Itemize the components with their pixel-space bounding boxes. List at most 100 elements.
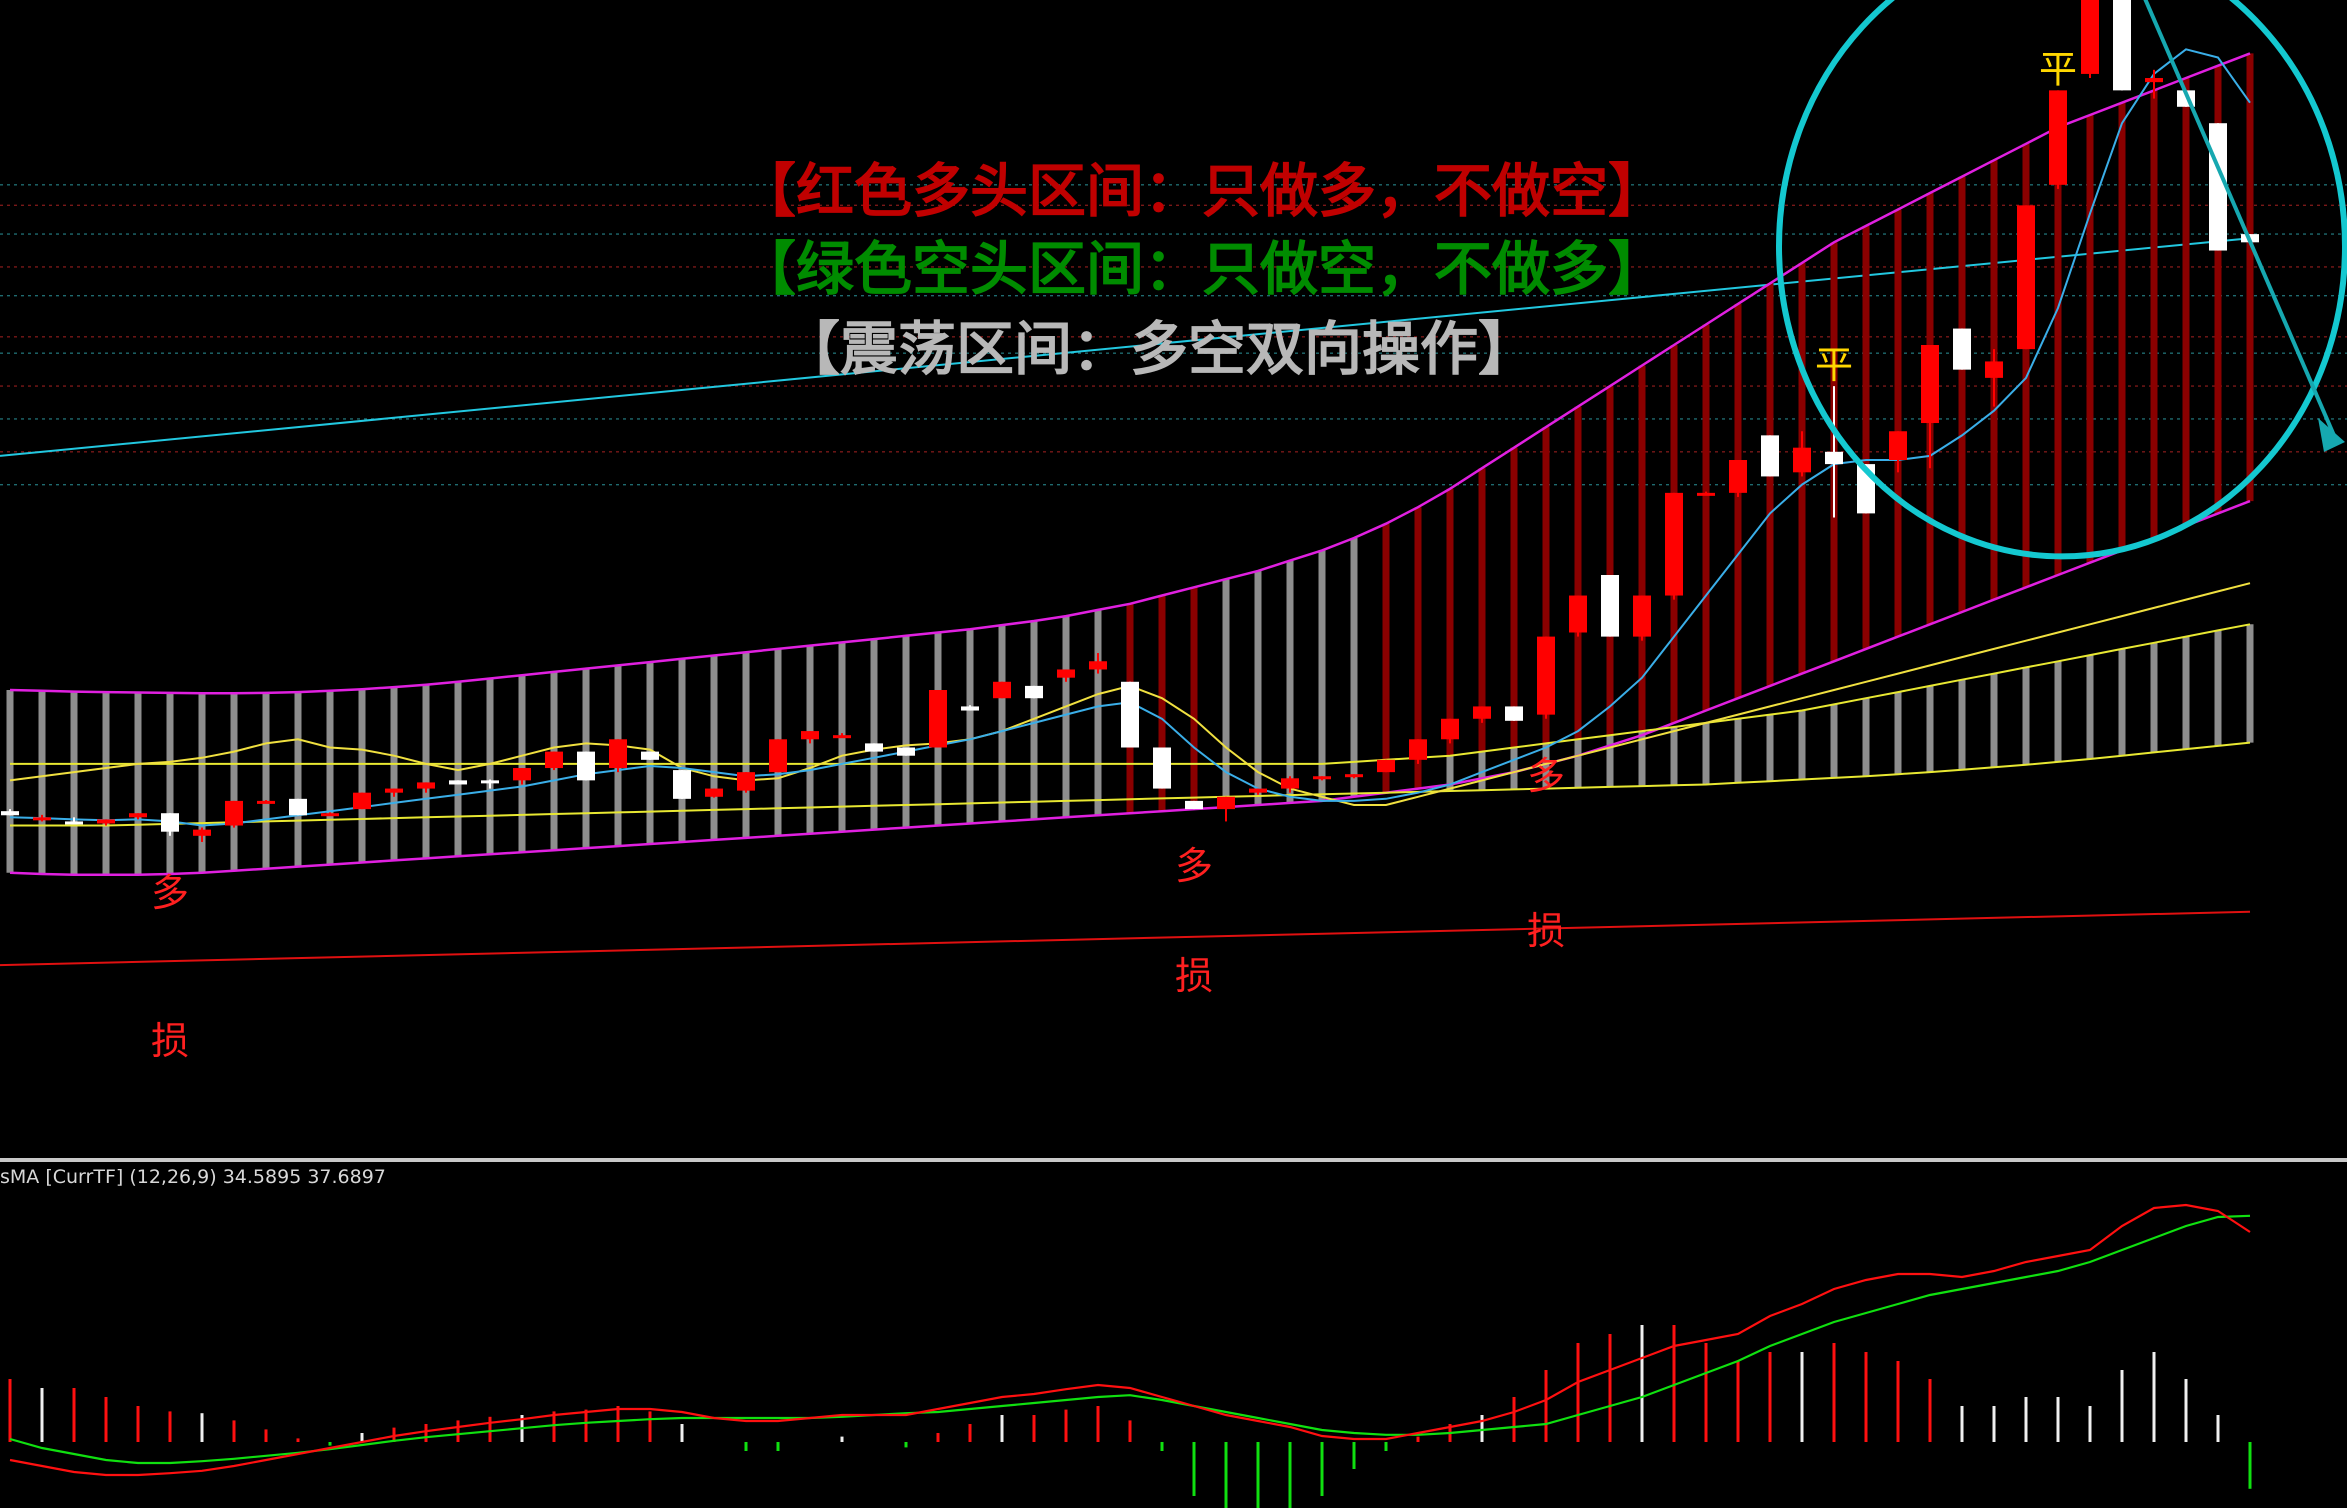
candle-body xyxy=(705,788,723,797)
candle-body xyxy=(833,735,851,739)
candle-body xyxy=(1281,778,1299,789)
channel-lower-line xyxy=(9,499,2251,877)
signal-stop-label: 损 xyxy=(1527,909,1565,953)
candle-body xyxy=(1953,328,1971,370)
candle-body xyxy=(1537,636,1555,715)
candle-body xyxy=(1889,431,1907,460)
candle-body xyxy=(65,821,83,825)
candle-body xyxy=(1569,595,1587,633)
pane-separator[interactable] xyxy=(0,1158,2347,1162)
candle-body xyxy=(897,747,915,756)
candle-body xyxy=(1601,575,1619,637)
candle-body xyxy=(961,706,979,711)
candle-body xyxy=(1057,669,1075,678)
trend-arrow-head xyxy=(2318,418,2345,452)
candle-body xyxy=(801,731,819,740)
channel-upper-line xyxy=(9,52,2251,695)
macd-slow-line xyxy=(9,1214,2251,1465)
candle-body xyxy=(417,782,435,789)
candle-body xyxy=(2145,78,2163,83)
signal-stop-label: 损 xyxy=(1175,954,1213,998)
candle-body xyxy=(609,739,627,769)
signal-exit-label: 平 xyxy=(1815,343,1853,387)
candle-body xyxy=(1313,776,1331,780)
channel-lines xyxy=(9,52,2251,877)
candle-body xyxy=(1825,451,1843,465)
candle-body xyxy=(1089,661,1107,670)
candle-body xyxy=(545,751,563,769)
bear-zone-legend: 【绿色空头区间：只做空，不做多】 xyxy=(738,235,1667,303)
candle-body xyxy=(1633,595,1651,637)
candle-body xyxy=(1121,681,1139,748)
candle-body xyxy=(769,739,787,773)
candle-body xyxy=(257,800,275,804)
candle-body xyxy=(321,813,339,817)
candle-body xyxy=(161,813,179,832)
candle-body xyxy=(193,829,211,836)
candle-body xyxy=(513,768,531,781)
range-zone-legend: 【震荡区间：多空双向操作】 xyxy=(782,315,1537,383)
candle-body xyxy=(1729,460,1747,493)
candle-body xyxy=(993,681,1011,699)
candle-body xyxy=(1793,447,1811,473)
candlesticks xyxy=(1,0,2259,842)
candle-body xyxy=(1921,345,1939,424)
candle-body xyxy=(1441,718,1459,740)
candle-body xyxy=(1025,685,1043,699)
candle-body xyxy=(1985,361,2003,378)
macd-histogram xyxy=(8,1325,2252,1508)
candle-body xyxy=(673,770,691,799)
base-ma-line xyxy=(0,910,2251,967)
highlight-circle xyxy=(1776,0,2347,560)
candle-body xyxy=(481,780,499,784)
candle-body xyxy=(2113,0,2131,91)
candle-body xyxy=(1,811,19,816)
candle-body xyxy=(225,800,243,826)
candle-body xyxy=(1249,788,1267,793)
yellow-lower-line xyxy=(10,741,2251,827)
candle-body xyxy=(1185,800,1203,810)
signal-long-label: 多 xyxy=(1175,844,1213,888)
candle-body xyxy=(353,792,371,810)
base-moving-average xyxy=(0,910,2251,967)
candle-body xyxy=(865,743,883,752)
candle-body xyxy=(385,788,403,793)
signal-stop-label: 损 xyxy=(151,1019,189,1063)
signal-long-label: 多 xyxy=(151,871,189,915)
candle-body xyxy=(449,780,467,785)
candle-body xyxy=(577,751,595,781)
candle-body xyxy=(1217,796,1235,810)
candle-body xyxy=(1473,706,1491,719)
macd-lines xyxy=(9,1203,2251,1477)
candle-body xyxy=(1377,759,1395,773)
candle-body xyxy=(33,817,51,821)
candle-body xyxy=(1665,492,1683,596)
candle-body xyxy=(929,690,947,748)
candle-body xyxy=(1345,774,1363,778)
candle-body xyxy=(1153,747,1171,789)
bull-zone-legend: 【红色多头区间：只做多，不做空】 xyxy=(738,157,1667,225)
candle-body xyxy=(289,798,307,816)
candle-body xyxy=(641,751,659,760)
candle-body xyxy=(2049,90,2067,185)
macd-fast-line xyxy=(9,1203,2251,1477)
indicator-label: sMA [CurrTF] (12,26,9) 34.5895 37.6897 xyxy=(0,1166,386,1188)
candle-body xyxy=(97,819,115,824)
candle-body xyxy=(1505,706,1523,721)
candle-body xyxy=(2081,0,2099,74)
candle-body xyxy=(1697,492,1715,496)
candle-body xyxy=(737,772,755,791)
macd-chart xyxy=(8,1203,2252,1508)
candle-body xyxy=(129,813,147,818)
yellow-upper-line xyxy=(10,623,2251,765)
candle-body xyxy=(1409,739,1427,760)
candle-body xyxy=(2017,205,2035,350)
signal-exit-label: 平 xyxy=(2039,47,2077,91)
long-ma-line xyxy=(0,237,2251,457)
highlight-annotation xyxy=(1776,0,2347,560)
trend-arrow-line xyxy=(2143,0,2338,441)
signal-long-label: 多 xyxy=(1527,754,1565,798)
candle-body xyxy=(1761,435,1779,477)
